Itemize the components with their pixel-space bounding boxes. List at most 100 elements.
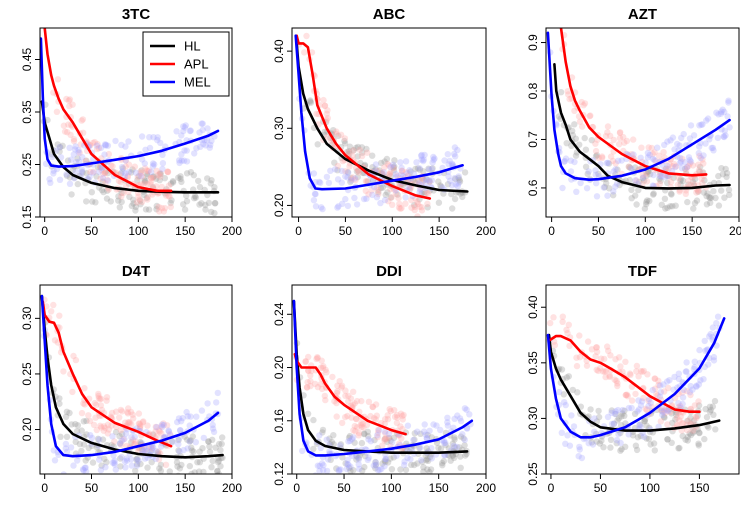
scatter-point bbox=[375, 427, 383, 434]
scatter-point bbox=[712, 194, 719, 202]
scatter-point bbox=[713, 109, 720, 116]
scatter-point bbox=[122, 143, 129, 150]
scatter-point bbox=[121, 458, 129, 465]
scatter-point bbox=[385, 198, 392, 205]
scatter-point bbox=[128, 202, 135, 210]
scatter-point bbox=[633, 201, 640, 208]
scatter-point bbox=[349, 174, 356, 181]
scatter-point bbox=[435, 178, 442, 185]
scatter-point bbox=[66, 144, 73, 151]
scatter-point bbox=[641, 205, 649, 212]
scatter-point bbox=[191, 192, 199, 200]
scatter-point bbox=[573, 362, 581, 370]
scatter-point bbox=[156, 170, 163, 178]
scatter-point bbox=[563, 140, 570, 147]
scatter-point bbox=[333, 399, 340, 407]
scatter-point bbox=[656, 172, 663, 180]
x-tick-label: 50 bbox=[337, 481, 351, 495]
scatter-point bbox=[50, 301, 57, 309]
scatter-point bbox=[333, 465, 340, 472]
scatter-point bbox=[614, 166, 621, 173]
scatter-point bbox=[715, 202, 723, 209]
scatter-point bbox=[336, 378, 343, 385]
scatter-point bbox=[676, 444, 683, 452]
scatter-point bbox=[63, 448, 71, 456]
scatter-point bbox=[703, 201, 711, 208]
scatter-point bbox=[691, 428, 698, 435]
scatter-point bbox=[696, 168, 703, 175]
scatter-point bbox=[361, 463, 368, 471]
scatter-point bbox=[657, 389, 664, 396]
scatter-point bbox=[644, 149, 652, 157]
scatter-point bbox=[82, 468, 90, 474]
series-line-apl bbox=[43, 28, 173, 193]
scatter-point bbox=[139, 448, 146, 455]
scatter-point bbox=[136, 423, 144, 430]
scatter-point bbox=[689, 427, 697, 434]
scatter-point bbox=[707, 406, 715, 414]
scatter-point bbox=[80, 418, 88, 425]
scatter-point bbox=[695, 188, 702, 195]
scatter-point bbox=[159, 423, 166, 431]
scatter-point bbox=[118, 193, 125, 200]
scatter-point bbox=[57, 433, 64, 440]
scatter-point bbox=[575, 113, 583, 120]
scatter-point bbox=[365, 436, 372, 443]
scatter-point bbox=[78, 117, 85, 124]
scatter-point bbox=[343, 465, 350, 473]
scatter-point bbox=[679, 177, 687, 184]
scatter-point bbox=[324, 107, 331, 114]
series-line-apl bbox=[41, 300, 173, 448]
scatter-point bbox=[97, 402, 105, 409]
scatter-point bbox=[693, 197, 701, 204]
scatter-point bbox=[376, 466, 383, 474]
scatter-point bbox=[178, 132, 185, 139]
scatter-point bbox=[158, 423, 165, 430]
scatter-point bbox=[613, 377, 620, 384]
scatter-point bbox=[100, 170, 107, 177]
scatter-point bbox=[709, 334, 716, 341]
scatter-point bbox=[148, 459, 155, 466]
scatter-point bbox=[138, 167, 145, 174]
scatter-point bbox=[428, 455, 435, 462]
x-tick-label: 200 bbox=[222, 481, 242, 495]
scatter-point bbox=[411, 430, 418, 437]
scatter-point bbox=[711, 397, 719, 405]
y-tick-label: 0.20 bbox=[272, 193, 286, 217]
scatter-point bbox=[689, 386, 696, 393]
scatter-point bbox=[69, 166, 77, 174]
scatter-point bbox=[60, 471, 67, 474]
scatter-point bbox=[684, 426, 691, 434]
scatter-point bbox=[142, 146, 149, 153]
scatter-point bbox=[347, 463, 354, 470]
plot-frame bbox=[39, 284, 233, 475]
scatter-point bbox=[209, 457, 216, 465]
scatter-point bbox=[687, 382, 694, 390]
scatter-point bbox=[334, 388, 341, 395]
scatter-point bbox=[394, 414, 401, 421]
scatter-point bbox=[74, 155, 81, 162]
scatter-point bbox=[206, 443, 213, 450]
scatter-point bbox=[164, 168, 171, 176]
scatter-point bbox=[565, 321, 572, 328]
scatter-point bbox=[595, 367, 602, 375]
scatter-point bbox=[128, 462, 135, 469]
scatter-point bbox=[624, 393, 631, 400]
scatter-point bbox=[376, 167, 383, 174]
scatter-point bbox=[569, 386, 576, 394]
scatter-point bbox=[302, 358, 309, 365]
scatter-point bbox=[351, 175, 359, 182]
scatter-point bbox=[121, 435, 128, 442]
scatter-point bbox=[167, 203, 174, 211]
scatter-point bbox=[67, 131, 74, 139]
scatter-point bbox=[337, 441, 345, 448]
scatter-point bbox=[576, 332, 583, 339]
scatter-point bbox=[697, 154, 704, 162]
scatter-point bbox=[150, 174, 157, 181]
scatter-point bbox=[707, 330, 714, 338]
scatter-point bbox=[323, 110, 330, 118]
scatter-point bbox=[141, 179, 149, 186]
scatter-point bbox=[382, 430, 389, 437]
scatter-point bbox=[96, 163, 104, 170]
y-tick-label: 0.35 bbox=[20, 100, 34, 124]
